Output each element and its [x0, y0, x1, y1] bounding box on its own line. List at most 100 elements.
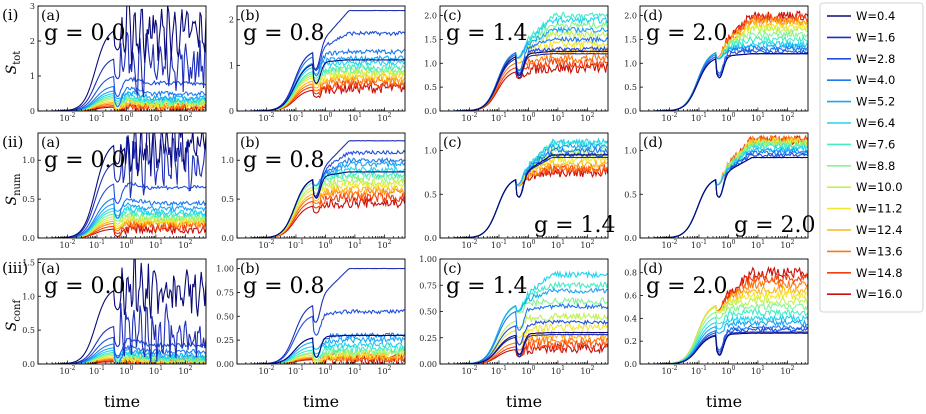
y-tick-label: 1.00: [419, 255, 437, 264]
series-line-W=16.0: [237, 196, 405, 238]
legend-entry: W=11.2: [856, 202, 903, 216]
y-tick-label: 1.5: [424, 35, 437, 44]
x-tick-label: 102: [580, 112, 594, 123]
x-tick-label: 10-1: [691, 112, 707, 123]
legend-entry: W=14.8: [856, 266, 903, 280]
x-tick-label: 10-1: [491, 365, 507, 376]
y-tick-label: 0.5: [624, 190, 637, 199]
y-tick-label: 0.0: [624, 360, 637, 369]
y-tick-label: 0.25: [216, 336, 234, 345]
x-tick-label: 102: [780, 239, 794, 250]
row-label: (ii): [2, 133, 23, 151]
g-label: g = 1.4: [534, 213, 616, 238]
y-tick-label: 0.50: [419, 308, 437, 317]
x-tick-label: 10-1: [691, 365, 707, 376]
x-tick-label: 10-2: [59, 239, 75, 250]
x-tick-label: 101: [751, 239, 765, 250]
x-tick-label: 10-1: [691, 239, 707, 250]
legend-entry: W=16.0: [856, 287, 903, 301]
x-tick-label: 10-2: [661, 112, 677, 123]
x-tick-label: 102: [377, 365, 391, 376]
y-tick-label: 1: [30, 72, 35, 81]
y-tick-label: 2.0: [624, 12, 637, 21]
y-tick-label: 0.5: [22, 326, 35, 335]
series-group: [38, 6, 206, 111]
panel-letter: (d): [643, 261, 663, 277]
x-tick-label: 102: [580, 365, 594, 376]
legend-entry: W=13.6: [856, 244, 903, 258]
legend-entry: W=8.8: [856, 159, 895, 173]
x-tick-label: 102: [377, 239, 391, 250]
y-tick-label: 0.00: [216, 360, 234, 369]
x-tick-label: 101: [551, 112, 565, 123]
x-tick-label: 102: [780, 365, 794, 376]
x-tick-label: 102: [178, 365, 192, 376]
x-tick-label: 101: [348, 112, 362, 123]
x-tick-label: 102: [178, 112, 192, 123]
x-axis-label: time: [303, 392, 339, 411]
legend-entry: W=1.6: [856, 30, 895, 44]
x-tick-label: 10-2: [258, 239, 274, 250]
y-tick-label: 0.00: [419, 360, 437, 369]
x-tick-label: 101: [149, 239, 163, 250]
y-tick-label: 1.5: [22, 258, 35, 267]
x-tick-label: 10-1: [288, 112, 304, 123]
legend: W=0.4 W=1.6 W=2.8 W=4.0 W=5.2 W=6.4 W=7.6 W=8.8…: [819, 2, 924, 313]
panel-i-a: 0 1 2 3 10-2 10-1 100 101 102 (a)g = 0.0: [30, 2, 207, 123]
g-label: g = 2.0: [734, 213, 816, 238]
panel-iii-b: 0.00 0.25 0.50 0.75 1.00 10-2 10-1 100 101 102 (b)…: [216, 258, 406, 376]
x-axis-label: time: [104, 392, 140, 411]
x-tick-label: 10-2: [461, 112, 477, 123]
panel-letter: (b): [240, 261, 260, 277]
x-tick-label: 102: [580, 239, 594, 250]
g-label: g = 2.0: [646, 21, 728, 46]
y-tick-label: 1.5: [624, 35, 637, 44]
y-tick-label: 0.0: [221, 234, 234, 243]
series-line-W=4.0: [640, 45, 808, 111]
x-tick-label: 100: [721, 112, 735, 123]
panel-letter: (c): [443, 8, 462, 24]
y-axis-label: Stot: [4, 51, 23, 75]
y-tick-label: 0.0: [424, 107, 437, 116]
x-tick-label: 101: [551, 239, 565, 250]
panel-letter: (d): [643, 135, 663, 151]
panel-letter: (c): [443, 135, 462, 151]
x-tick-label: 10-1: [89, 365, 105, 376]
x-tick-label: 100: [521, 112, 535, 123]
series-line-W=14.8: [237, 192, 405, 238]
y-tick-label: 0.0: [624, 234, 637, 243]
panel-letter: (a): [41, 8, 60, 24]
g-label: g = 0.0: [44, 274, 126, 299]
y-tick-label: 1.0: [22, 156, 35, 165]
g-label: g = 2.0: [646, 274, 728, 299]
x-tick-label: 102: [377, 112, 391, 123]
panel-letter: (b): [240, 8, 260, 24]
legend-entry: W=4.0: [856, 73, 895, 87]
x-tick-label: 100: [119, 112, 133, 123]
y-tick-label: 2: [30, 37, 35, 46]
x-tick-label: 10-1: [89, 239, 105, 250]
panel-letter: (c): [443, 261, 462, 277]
x-tick-label: 100: [318, 365, 332, 376]
y-tick-label: 2.0: [424, 12, 437, 21]
x-tick-label: 10-1: [491, 239, 507, 250]
y-tick-label: 1: [229, 61, 234, 70]
x-tick-label: 100: [521, 239, 535, 250]
x-tick-label: 101: [348, 365, 362, 376]
y-tick-label: 1.0: [22, 292, 35, 301]
x-tick-label: 10-2: [461, 365, 477, 376]
legend-entry: W=0.4: [856, 9, 895, 23]
row-label: (i): [2, 6, 19, 24]
x-tick-label: 10-1: [491, 112, 507, 123]
panel-ii-a: 0.0 0.5 1.0 10-2 10-1 100 101 102 (a)g = 0.0: [22, 132, 207, 250]
y-axis-label: Snum: [4, 173, 23, 205]
y-tick-label: 0.0: [22, 360, 35, 369]
y-tick-label: 0.75: [216, 288, 234, 297]
y-tick-label: 0.6: [624, 292, 637, 301]
x-tick-label: 10-1: [288, 239, 304, 250]
x-tick-label: 100: [318, 112, 332, 123]
legend-entry: W=7.6: [856, 137, 895, 151]
y-tick-label: 0.5: [221, 195, 234, 204]
panel-ii-b: 0.0 0.5 1.0 10-2 10-1 100 101 102 (b)g = 0.8: [221, 132, 406, 250]
